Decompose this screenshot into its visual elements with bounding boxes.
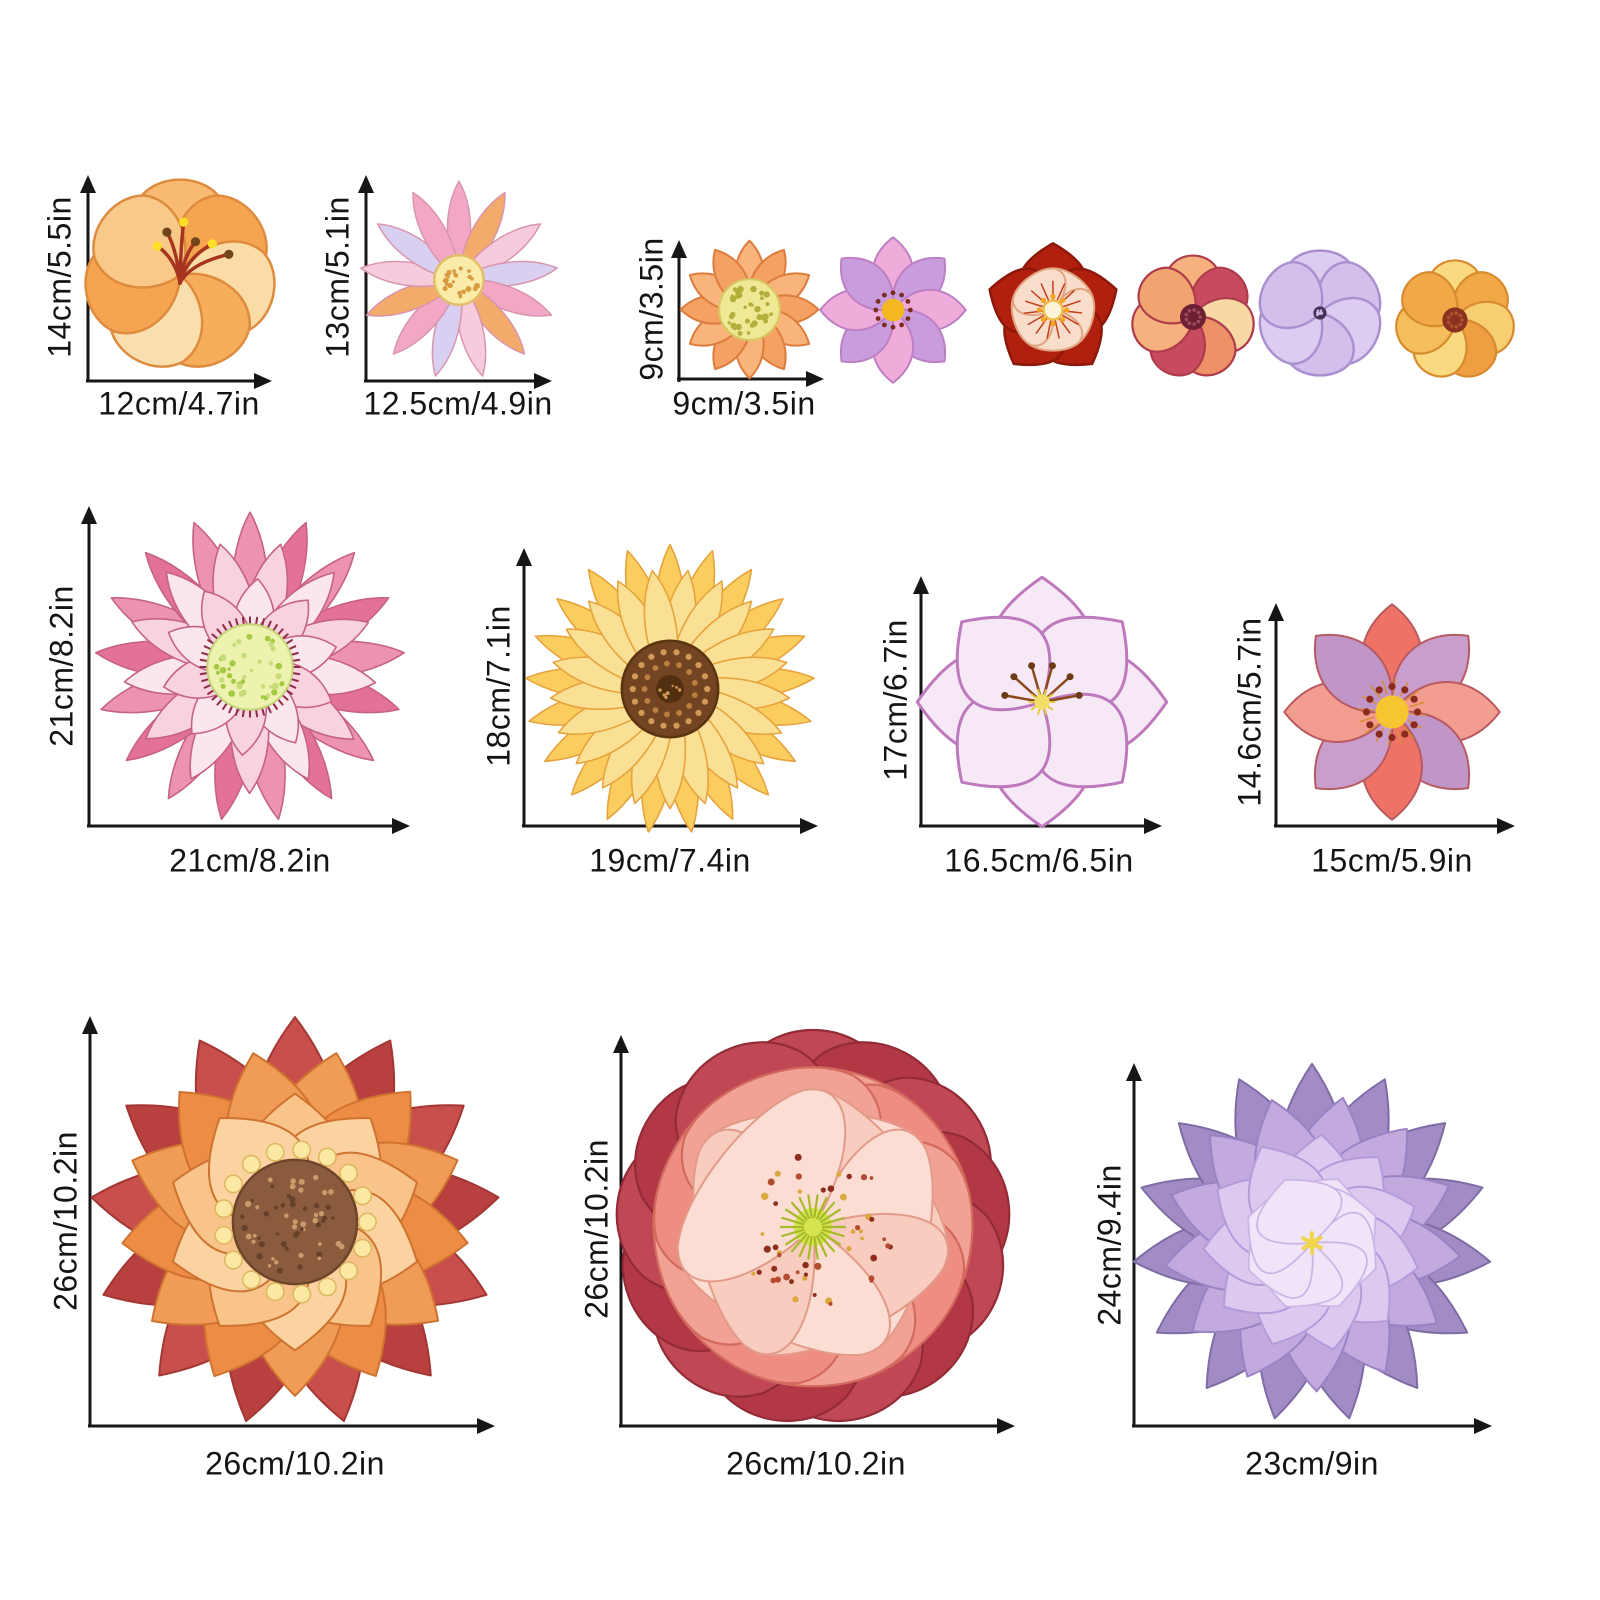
yellow-sunflower-flower — [525, 543, 815, 833]
height-dimension-label: 17cm/6.7in — [877, 619, 914, 781]
height-dimension-label: 14cm/5.5in — [41, 196, 78, 358]
height-dimension-label: 21cm/8.2in — [43, 585, 80, 747]
red-purple-cosmos-flower — [1283, 603, 1501, 821]
width-dimension-label: 26cm/10.2in — [726, 1445, 906, 1482]
height-dimension-label: 14.6cm/5.7in — [1231, 617, 1268, 807]
width-dimension-label: 21cm/8.2in — [169, 842, 331, 879]
width-dimension-label: 23cm/9in — [1245, 1445, 1379, 1482]
width-dimension-label: 15cm/5.9in — [1311, 842, 1473, 879]
orange-daisy-flower — [679, 239, 820, 380]
height-dimension-label: 18cm/7.1in — [480, 605, 517, 767]
purple-lily-flower — [915, 575, 1169, 829]
orange-hibiscus-flower — [84, 178, 276, 368]
height-dimension-label: 24cm/9.4in — [1091, 1164, 1128, 1326]
width-dimension-label: 12cm/4.7in — [98, 385, 260, 422]
width-dimension-label: 26cm/10.2in — [205, 1445, 385, 1482]
pink-gerbera-flower — [95, 511, 405, 820]
height-dimension-label: 26cm/10.2in — [47, 1131, 84, 1311]
orange-red-wild-rose-flower — [1131, 254, 1255, 377]
height-dimension-label: 13cm/5.1in — [319, 196, 356, 358]
height-dimension-label: 26cm/10.2in — [578, 1139, 615, 1319]
width-dimension-label: 12.5cm/4.9in — [363, 385, 553, 422]
width-dimension-label: 16.5cm/6.5in — [944, 842, 1134, 879]
yellow-wild-rose-flower — [1395, 259, 1515, 378]
pink-orange-daisy-flower — [360, 180, 558, 377]
width-dimension-label: 9cm/3.5in — [672, 385, 816, 422]
lavender-petunia-flower — [1258, 249, 1382, 377]
coral-peony-flower — [615, 1029, 1011, 1422]
orange-dahlia-flower — [90, 1016, 500, 1423]
width-dimension-label: 19cm/7.4in — [589, 842, 751, 879]
height-dimension-label: 9cm/3.5in — [633, 237, 670, 381]
pink-cosmos-flower — [819, 236, 967, 384]
purple-dahlia-flower — [1132, 1062, 1492, 1420]
red-anemone-flower — [988, 242, 1118, 367]
